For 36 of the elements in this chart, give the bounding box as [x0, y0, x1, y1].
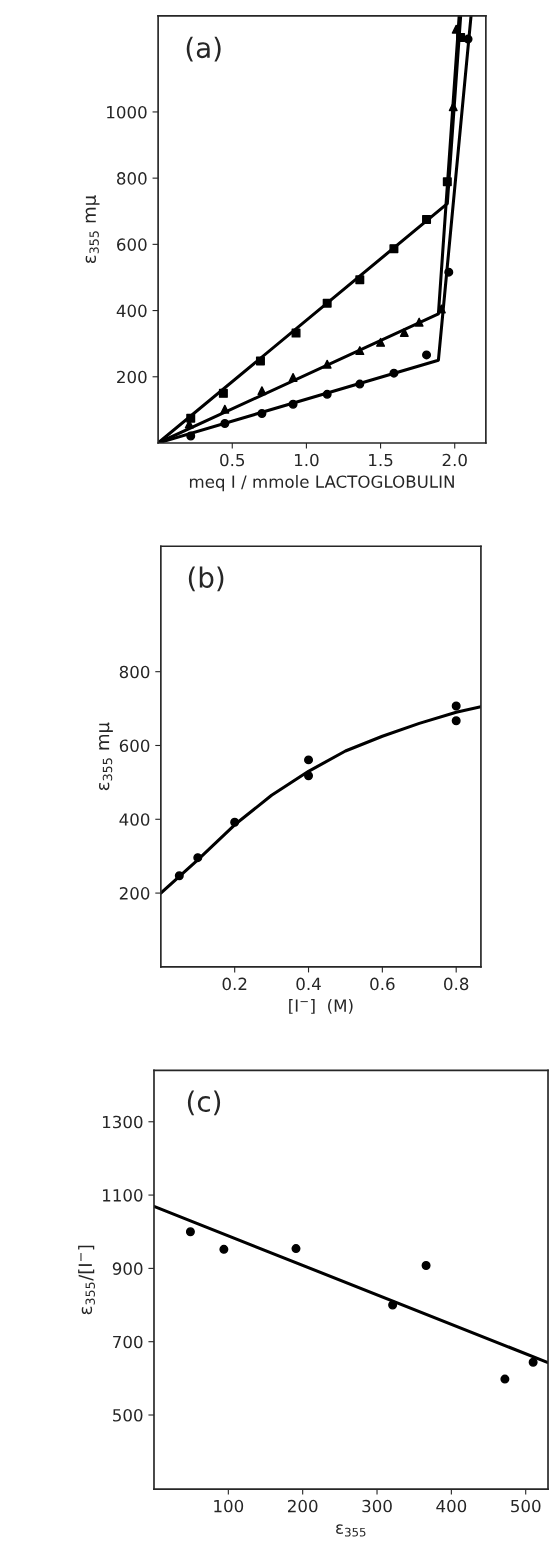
y-tick-label: 500 [113, 1408, 143, 1422]
y-tick-label: 400 [119, 813, 150, 826]
x-tick-label: 100 [214, 1499, 244, 1513]
x-axis-title: [I$^{−}$] (M) [289, 998, 353, 1014]
x-tick-label: 300 [362, 1499, 392, 1513]
x-tick-label: 0.8 [444, 977, 469, 991]
y-tick-label: 1000 [107, 105, 147, 119]
y-tick-label: 600 [117, 238, 147, 251]
x-tick-label: 400 [436, 1499, 467, 1513]
x-tick-label: 1.5 [369, 453, 393, 467]
y-tick-label: 700 [113, 1335, 143, 1349]
y-tick-label: 200 [119, 887, 150, 900]
annotation: (b) [188, 566, 224, 592]
y-tick-label: 1100 [102, 1189, 143, 1202]
x-tick-label: 0.6 [370, 977, 395, 991]
y-tick-label: 200 [117, 370, 147, 384]
x-axis-title: meq I / mmole LACTOGLOBULIN [189, 475, 454, 492]
x-tick-label: 1.0 [294, 453, 319, 467]
y-tick-label: 1300 [102, 1115, 143, 1129]
x-tick-label: 0.4 [296, 977, 321, 991]
annotation: (c) [187, 1090, 221, 1116]
x-tick-label: 500 [511, 1499, 541, 1513]
x-tick-label: 0.5 [220, 453, 245, 467]
y-tick-label: 900 [112, 1262, 143, 1275]
y-axis-title: ε$_{355}$/[I$^{−}$] [78, 1245, 95, 1315]
annotation: (a) [186, 36, 221, 62]
y-tick-label: 800 [117, 172, 147, 185]
y-tick-label: 400 [116, 304, 147, 318]
x-tick-label: 200 [288, 1499, 318, 1513]
y-axis-title: ε$_{355}$ mμ [98, 722, 113, 791]
y-tick-label: 600 [119, 739, 150, 753]
y-tick-label: 800 [119, 665, 150, 679]
x-tick-label: 2.0 [442, 453, 467, 467]
y-axis-title: ε$_{355}$ mμ [85, 195, 100, 264]
x-tick-label: 0.2 [222, 977, 247, 991]
x-axis-title: ε$_{355}$ [336, 1524, 366, 1537]
